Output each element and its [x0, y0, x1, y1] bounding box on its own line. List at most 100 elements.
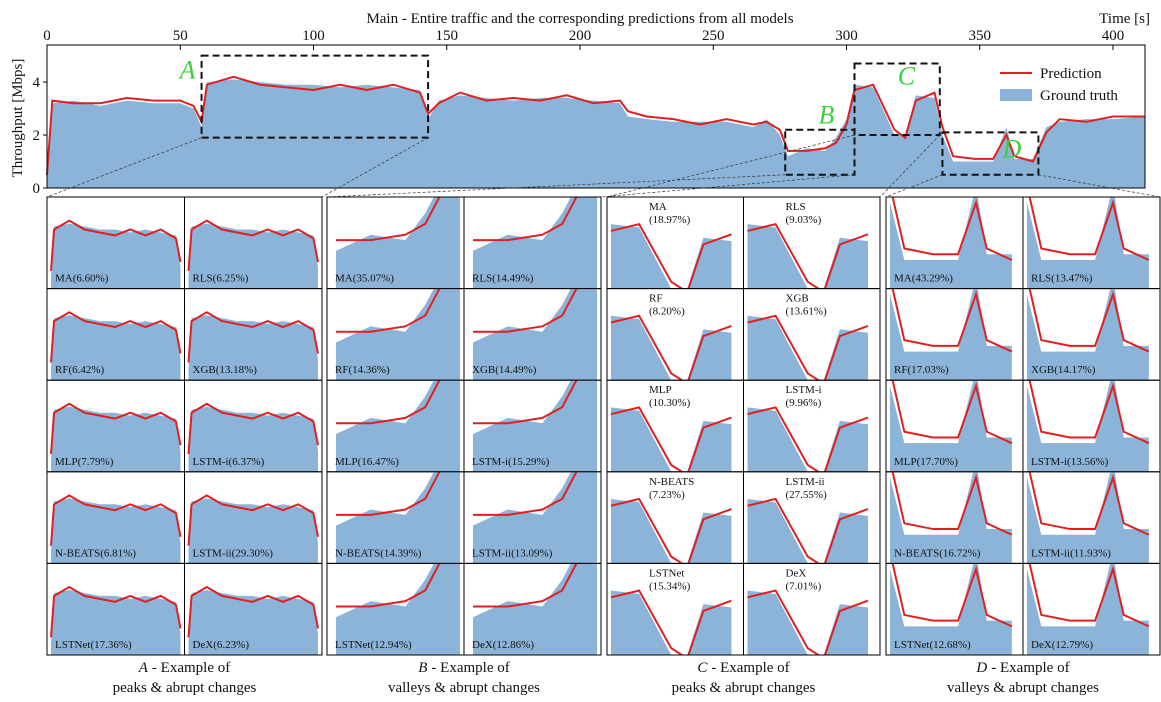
series-group: [335, 288, 460, 381]
model-label: MA(43.29%): [894, 273, 953, 285]
region-label: C: [898, 62, 916, 91]
ground-truth-area: [1027, 471, 1149, 564]
prediction-line: [472, 380, 578, 425]
x-tick-label: 400: [1102, 28, 1125, 44]
model-label: RF: [649, 293, 662, 305]
model-label: LSTM-ii(13.09%): [472, 547, 553, 559]
y-tick-label: 2: [33, 128, 41, 144]
model-label: LSTM-i(13.56%): [1031, 456, 1109, 468]
group-caption: B- Example of: [418, 660, 509, 676]
group-letter: D: [975, 660, 987, 676]
prediction-line: [610, 222, 732, 289]
prediction-line: [891, 197, 1013, 261]
series-group: [50, 494, 182, 564]
model-label: MLP(16.47%): [335, 456, 399, 468]
series-group: [1027, 288, 1150, 381]
x-tick-label: 250: [702, 28, 725, 44]
series-group: [747, 222, 869, 289]
series-group: [890, 197, 1013, 289]
prediction-line: [472, 471, 578, 516]
region-label: A: [178, 56, 196, 85]
prediction-line: [335, 563, 441, 608]
model-label: XGB(14.17%): [1031, 364, 1096, 376]
model-error: (7.23%): [649, 489, 685, 501]
prediction-line: [610, 589, 732, 656]
group-caption: valleys & abrupt changes: [388, 680, 540, 696]
ground-truth-area: [188, 498, 318, 564]
model-label: MLP(7.79%): [55, 456, 114, 468]
model-label: RF(14.36%): [335, 364, 390, 376]
series-group: [610, 589, 732, 656]
model-error: (9.96%): [786, 397, 822, 409]
series-group: [1027, 380, 1150, 472]
series-group: [187, 402, 319, 472]
ground-truth-area: [890, 288, 1012, 381]
ground-truth-area: [611, 315, 732, 381]
panel-frame: [463, 562, 602, 656]
x-tick-label: 200: [569, 28, 592, 44]
connector: [885, 174, 943, 198]
series-group: [472, 288, 597, 381]
legend-label: Ground truth: [1040, 88, 1118, 104]
model-label: LSTNet(12.68%): [894, 639, 971, 651]
ground-truth-area: [890, 563, 1012, 655]
caption-text: - Example of: [152, 660, 230, 676]
series-group: [187, 585, 319, 655]
model-label: LSTM-ii: [786, 476, 825, 488]
group-caption: valleys & abrupt changes: [947, 680, 1099, 696]
model-label: LSTM-i(6.37%): [193, 456, 265, 468]
ground-truth-area: [890, 380, 1012, 472]
ground-truth-area: [188, 223, 318, 289]
prediction-line: [50, 585, 182, 638]
ground-truth-area: [747, 590, 868, 655]
group-caption: peaks & abrupt changes: [113, 680, 257, 696]
prediction-line: [747, 497, 869, 564]
panel-frame: [743, 562, 881, 656]
series-group: [472, 380, 597, 472]
group-caption: C- Example of: [697, 660, 789, 676]
series-group: [335, 197, 460, 289]
model-label: XGB: [786, 293, 809, 305]
ground-truth-area: [472, 563, 597, 655]
ground-truth-area: [335, 197, 460, 289]
legend-swatch: [1000, 89, 1032, 101]
prediction-line: [335, 197, 441, 242]
model-label: LSTNet(17.36%): [55, 639, 132, 651]
model-label: MLP(17.70%): [894, 456, 958, 468]
model-label: XGB(13.18%): [193, 364, 258, 376]
x-tick-label: 150: [436, 28, 459, 44]
ground-truth-area: [1027, 288, 1149, 381]
model-label: N-BEATS(16.72%): [894, 547, 981, 559]
y-tick-label: 4: [33, 75, 41, 91]
series-group: [747, 497, 869, 564]
ground-truth-area: [1027, 197, 1149, 289]
prediction-line: [610, 497, 732, 564]
model-label: DeX(12.86%): [472, 639, 534, 651]
series-group: [890, 380, 1013, 472]
ground-truth-area: [1027, 563, 1149, 655]
prediction-line: [335, 471, 441, 516]
connector: [321, 137, 429, 198]
connector: [46, 137, 202, 198]
prediction-line: [1028, 563, 1150, 628]
model-label: LSTM-i(15.29%): [472, 456, 550, 468]
model-label: MA: [649, 201, 667, 213]
series-group: [187, 219, 319, 289]
caption-text: - Example of: [431, 660, 509, 676]
ground-truth-area: [472, 197, 597, 289]
ground-truth-area: [335, 471, 460, 564]
series-group: [187, 494, 319, 564]
caption-text: - Example of: [991, 660, 1069, 676]
prediction-line: [335, 380, 441, 425]
model-label: N-BEATS: [649, 476, 694, 488]
prediction-line: [472, 197, 578, 242]
model-error: (27.55%): [786, 489, 828, 501]
series-group: [747, 589, 869, 656]
model-label: LSTM-ii(29.30%): [193, 547, 274, 559]
connector: [879, 134, 941, 198]
series-group: [610, 222, 732, 289]
prediction-line: [891, 380, 1013, 445]
prediction-line: [50, 494, 182, 546]
series-group: [1027, 471, 1150, 564]
